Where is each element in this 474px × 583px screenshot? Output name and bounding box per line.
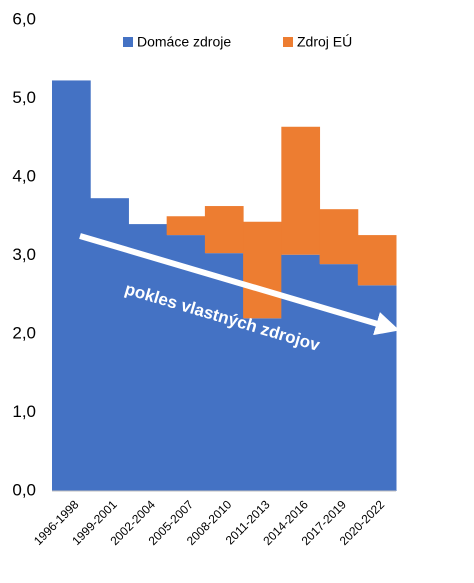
- y-tick-label: 3,0: [12, 245, 36, 264]
- legend-swatch: [123, 37, 133, 47]
- bar-segment: [166, 235, 206, 491]
- y-tick-label: 1,0: [12, 402, 36, 421]
- trend-arrow: [79, 233, 400, 336]
- bar-segment: [357, 285, 397, 491]
- bar-segment: [357, 235, 397, 286]
- y-tick-label: 2,0: [12, 323, 36, 342]
- y-tick-label: 0,0: [12, 480, 36, 499]
- bar-segment: [204, 206, 244, 254]
- bar-segment: [243, 221, 282, 319]
- bar-segment: [319, 209, 359, 265]
- bar-segment: [204, 253, 244, 491]
- bar-segment: [319, 264, 359, 491]
- bar-segment: [281, 254, 321, 491]
- bar-segment: [52, 80, 91, 491]
- bar-segment: [128, 224, 168, 491]
- bar-segment: [243, 318, 282, 491]
- y-tick-label: 4,0: [12, 166, 36, 185]
- bars: [52, 80, 397, 491]
- bar-segment: [166, 216, 206, 236]
- legend-label: Domáce zdroje: [137, 34, 231, 50]
- legend-swatch: [283, 37, 293, 47]
- legend-label: Zdroj EÚ: [297, 34, 352, 50]
- bar-segment: [281, 126, 321, 255]
- y-tick-label: 6,0: [12, 9, 36, 28]
- y-tick-label: 5,0: [12, 88, 36, 107]
